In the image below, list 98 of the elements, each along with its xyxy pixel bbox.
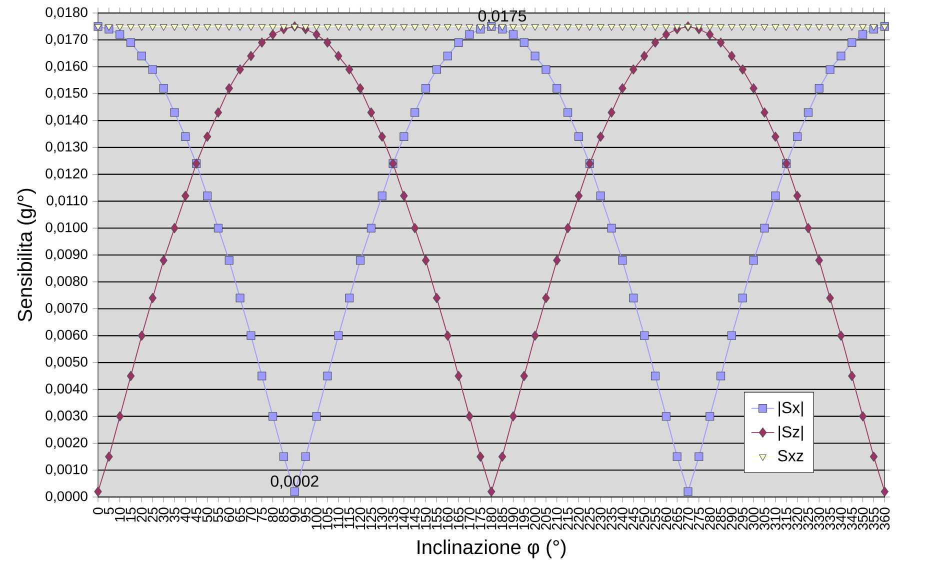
x-tick-label: 260 <box>661 508 672 530</box>
x-tick-label: 5 <box>104 508 114 514</box>
x-tick-label: 210 <box>552 508 562 530</box>
x-tick-label: 70 <box>246 508 256 522</box>
y-tick-label: 0,0010 <box>46 464 88 476</box>
x-tick-label: 255 <box>650 508 660 530</box>
x-tick-label: 115 <box>344 508 354 528</box>
x-tick-label: 30 <box>158 508 169 522</box>
x-tick-label: 325 <box>803 508 814 530</box>
y-tick-label: 0,0130 <box>46 142 88 154</box>
x-tick-label: 355 <box>868 508 879 530</box>
y-tick-label: 0,0140 <box>46 114 88 126</box>
y-tick-label: 0,0180 <box>46 7 88 19</box>
y-tick-label: 0,0080 <box>46 276 88 288</box>
x-tick-label: 90 <box>290 508 300 522</box>
x-tick-label: 95 <box>300 508 311 522</box>
y-tick-label: 0,0170 <box>46 34 88 46</box>
x-axis-title: Inclinazione φ (°) <box>418 540 566 558</box>
legend-label: |Sz| <box>778 426 803 441</box>
x-tick-label: 120 <box>355 508 366 530</box>
x-tick-label: 55 <box>213 508 224 522</box>
x-tick-label: 200 <box>530 508 540 530</box>
x-tick-label: 75 <box>257 508 267 522</box>
x-tick-label: 140 <box>398 508 409 530</box>
x-tick-label: 110 <box>333 508 344 528</box>
y-tick-label: 0,0090 <box>46 249 88 261</box>
x-tick-label: 80 <box>268 508 278 522</box>
y-tick-label: 0,0050 <box>46 356 88 368</box>
x-tick-label: 150 <box>420 508 431 530</box>
x-tick-label: 135 <box>388 508 398 530</box>
y-tick-label: 0,0150 <box>46 88 88 100</box>
x-tick-label: 240 <box>618 508 628 530</box>
x-tick-label: 145 <box>410 508 420 530</box>
x-tick-label: 100 <box>312 508 322 530</box>
x-tick-label: 180 <box>486 508 496 530</box>
x-tick-label: 45 <box>191 508 202 522</box>
y-tick-label: 0,0040 <box>46 384 88 396</box>
x-tick-label: 205 <box>541 508 551 530</box>
x-tick-label: 265 <box>672 508 682 530</box>
x-tick-label: 350 <box>858 508 868 530</box>
x-tick-label: 170 <box>464 508 474 530</box>
y-tick-label: 0,0100 <box>46 222 88 234</box>
x-tick-label: 185 <box>497 508 508 530</box>
y-tick-label: 0,0020 <box>46 437 88 450</box>
y-tick-label: 0,0110 <box>46 195 88 208</box>
x-tick-label: 330 <box>814 508 824 530</box>
y-tick-label: 0,0160 <box>46 61 88 73</box>
x-tick-label: 20 <box>136 508 147 522</box>
x-tick-label: 220 <box>574 508 584 530</box>
x-tick-label: 275 <box>694 508 704 530</box>
x-tick-label: 230 <box>596 508 606 530</box>
x-tick-label: 65 <box>235 508 246 522</box>
x-tick-label: 310 <box>770 508 780 530</box>
x-tick-label: 105 <box>322 508 332 530</box>
x-tick-label: 345 <box>846 508 857 530</box>
x-tick-label: 225 <box>584 508 595 530</box>
x-tick-label: 340 <box>836 508 846 530</box>
x-tick-label: 160 <box>442 508 453 530</box>
x-tick-label: 175 <box>476 508 486 530</box>
x-tick-label: 40 <box>180 508 190 522</box>
y-tick-label: 0,0070 <box>46 303 88 315</box>
x-tick-label: 285 <box>716 508 726 530</box>
y-tick-label: 0,0120 <box>46 168 88 180</box>
y-tick-label: 0,0060 <box>46 330 88 342</box>
y-tick-label: 0,0030 <box>46 410 88 422</box>
x-tick-label: 85 <box>278 508 289 522</box>
x-tick-label: 235 <box>606 508 616 530</box>
legend-label: Sxz <box>778 450 804 462</box>
x-tick-label: 250 <box>639 508 650 530</box>
x-tick-label: 290 <box>726 508 737 530</box>
x-tick-label: 0 <box>93 508 103 514</box>
x-tick-label: 320 <box>792 508 802 530</box>
x-tick-label: 155 <box>432 508 442 530</box>
x-tick-label: 280 <box>704 508 715 530</box>
data-label: 0,0002 <box>270 475 318 489</box>
y-axis-title: Sensibilita (g/°) <box>17 188 36 322</box>
x-tick-label: 10 <box>114 508 125 522</box>
x-tick-label: 50 <box>202 508 212 522</box>
x-tick-label: 295 <box>738 508 748 530</box>
legend-label: |Sx| <box>778 402 803 416</box>
x-tick-label: 335 <box>825 508 836 530</box>
x-tick-label: 215 <box>562 508 573 530</box>
x-tick-label: 35 <box>170 508 180 522</box>
x-tick-label: 15 <box>126 508 136 522</box>
x-tick-label: 60 <box>224 508 234 522</box>
x-tick-label: 270 <box>683 508 693 530</box>
x-tick-label: 165 <box>454 508 464 530</box>
x-tick-label: 130 <box>377 508 388 530</box>
x-tick-label: 190 <box>508 508 518 530</box>
x-tick-label: 360 <box>880 508 890 530</box>
x-tick-label: 25 <box>148 508 158 522</box>
x-tick-label: 125 <box>366 508 376 530</box>
x-tick-label: 245 <box>628 508 638 530</box>
x-tick-label: 300 <box>748 508 759 530</box>
y-tick-label: 0,0000 <box>46 491 88 503</box>
x-tick-label: 305 <box>760 508 770 530</box>
x-tick-label: 315 <box>781 508 792 530</box>
x-tick-label: 195 <box>519 508 530 530</box>
